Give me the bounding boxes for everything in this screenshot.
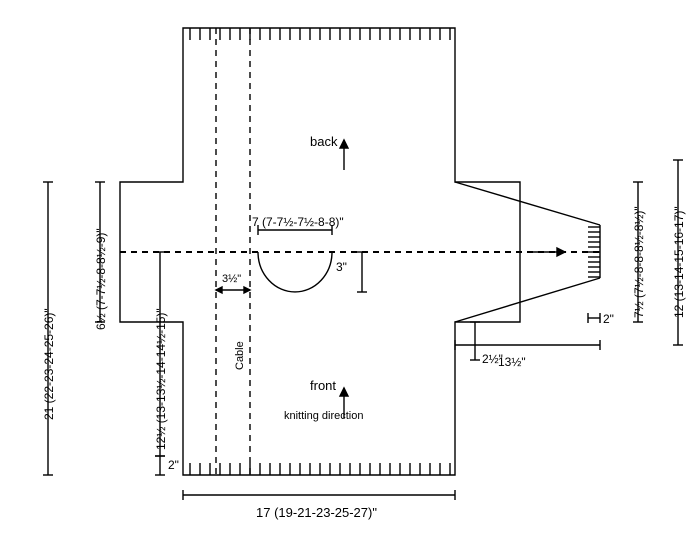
rib-top: [190, 28, 450, 40]
dim-cable-width: [216, 287, 250, 293]
dim-cuff-text: 2": [603, 312, 614, 326]
dim-cable-w-text: 3½": [222, 273, 241, 285]
label-kdir: knitting direction: [284, 410, 364, 422]
rib-bottom: [190, 463, 450, 475]
dim-bottom-gap-text: 2": [168, 458, 179, 472]
dim-bottom-text: 17 (19-21-23-25-27)": [256, 505, 377, 520]
dim-sleeve-len-text: 13½": [498, 355, 526, 369]
dim-right-outer-text: 12 (13-14-15-16-17)": [672, 206, 686, 318]
dim-sleeve-len: [455, 340, 600, 350]
dim-bottom-gap: [155, 456, 165, 475]
dim-bottom: [183, 490, 455, 500]
dim-left-outer-text: 21 (22-23-24-25-26)": [42, 308, 56, 420]
label-front: front: [310, 378, 336, 393]
arrow-sleeve: [530, 248, 565, 256]
neck-arc: [258, 252, 332, 292]
dim-neck-depth-text: 3": [336, 260, 347, 274]
dim-right-inner-text: 7½ (7½-8-8-8½-8½)": [632, 206, 646, 318]
label-back: back: [310, 134, 337, 149]
arrow-back: [340, 140, 348, 170]
dim-left-inner-text: 12½ (13-13½-14-14½-15)": [154, 308, 168, 450]
dim-armhole: [470, 322, 480, 360]
dim-cuff: [588, 313, 600, 323]
label-cable: Cable: [234, 341, 246, 370]
dim-neck-depth: [357, 252, 367, 292]
dim-left-mid-text: 6½ (7-7½-8-8½-9)": [94, 228, 108, 330]
dim-neck-width-text: 7 (7-7½-7½-8-8)": [252, 215, 344, 229]
schematic-stage: back front knitting direction Cable 7 (7…: [0, 0, 696, 538]
